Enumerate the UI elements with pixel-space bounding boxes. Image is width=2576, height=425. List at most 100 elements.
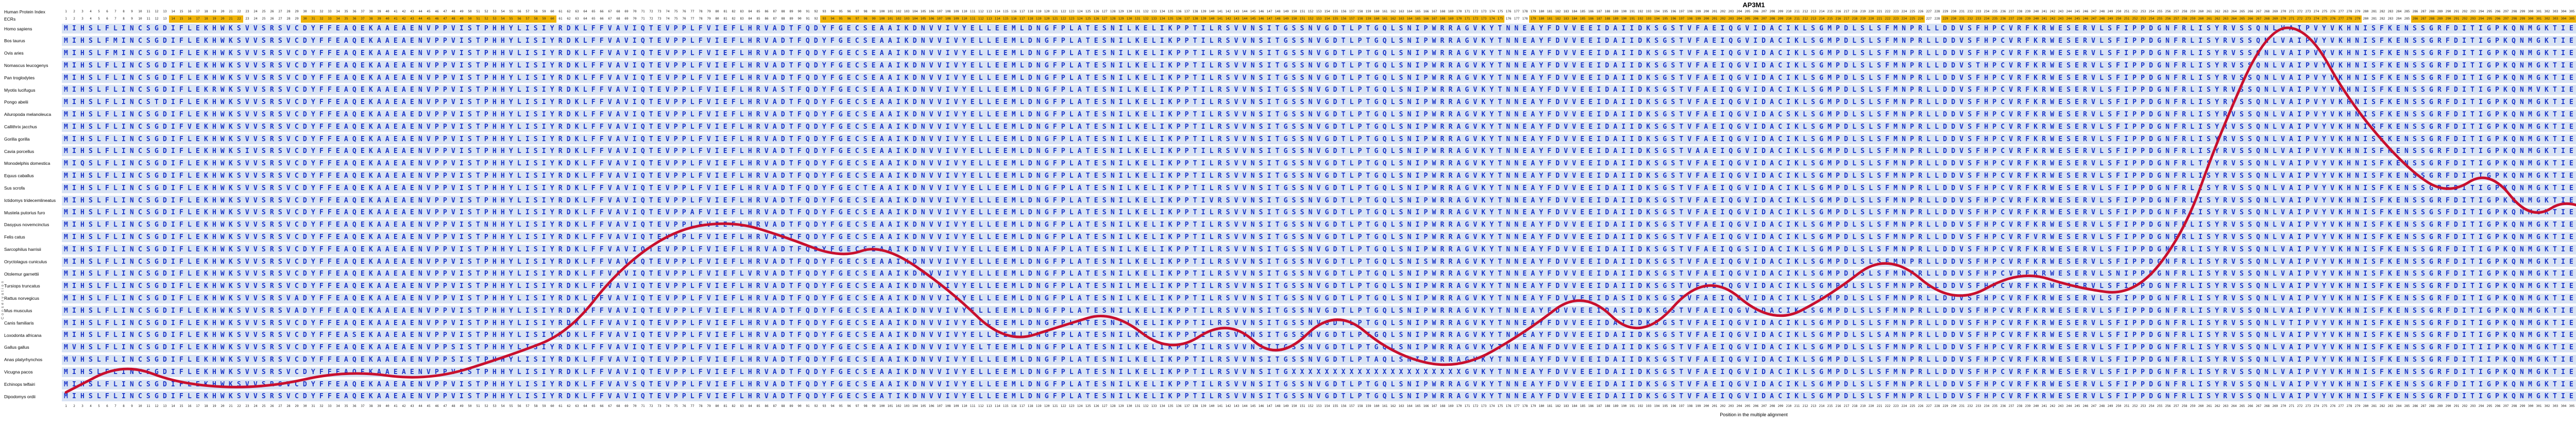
ruler-cell: 182 (1555, 10, 1561, 13)
ruler-cell: 45 (427, 404, 431, 408)
ecr-block: 182 (1554, 15, 1562, 23)
ecr-block: 249 (2106, 15, 2114, 23)
ecr-block: 250 (2114, 15, 2123, 23)
ruler-cell: 31 (311, 10, 315, 13)
ruler-cell: 90 (798, 17, 802, 21)
ruler-cell: 175 (1497, 404, 1503, 408)
ruler-cell: 151 (1299, 10, 1306, 13)
species-label: Equus caballus (4, 173, 34, 179)
ruler-cell: 67 (608, 404, 612, 408)
ecr-block: 265 (2238, 15, 2246, 23)
species-label: Pongo abelii (4, 99, 28, 105)
ecr-block: 294 (2477, 15, 2485, 23)
ruler-cell: 63 (575, 404, 579, 408)
ruler-cell: 244 (2066, 404, 2072, 408)
alignment-grid: Human Protein Index 1 2 3 4 5 6 7 8 9 10 11 12 13 14 15… (0, 8, 2576, 410)
ruler-cell: 273 (2305, 404, 2311, 408)
ruler-cell: 132 (1143, 10, 1149, 13)
ruler-cell: 73 (657, 10, 662, 13)
ruler-cell: 160 (1374, 404, 1380, 408)
sequence-row: MIHSLFLINCSGDIFLEKHWKSVVSRSVCDYFFEAQEKAA… (62, 183, 2576, 193)
species-label: Mus musculus (4, 308, 32, 313)
ruler-cell: 21 (229, 10, 233, 13)
ruler-cell: 78 (699, 10, 703, 13)
ruler-cell: 149 (1283, 404, 1289, 408)
ecr-block: 212 (1801, 15, 1809, 23)
ruler-cell: 60 (550, 10, 554, 13)
ruler-cell: 74 (666, 17, 670, 21)
ruler-cell: 25 (262, 17, 266, 21)
ruler-cell: 23 (245, 10, 249, 13)
alignment-row: Dipodomys ordii MIHSLFLINCSGDIFLEKHWKSVVS… (0, 390, 2576, 403)
species-label: Bos taurus (4, 38, 25, 44)
ruler-cell: 257 (2173, 10, 2179, 13)
ruler-cell: 169 (1448, 404, 1454, 408)
ruler-cell: 282 (2379, 10, 2385, 13)
ruler-cell: 110 (961, 404, 968, 408)
human-protein-index-ruler: 1 2 3 4 5 6 7 8 9 10 11 12 13 14 15 16 17 18 19 20 21 22 23 24 2… (62, 8, 2576, 15)
ecr-block: 202 (1719, 15, 1727, 23)
ruler-cell: 148 (1275, 404, 1281, 408)
ruler-cell: 44 (418, 10, 422, 13)
ecr-block: 108 (944, 15, 952, 23)
ruler-cell: 138 (1192, 404, 1198, 408)
ecr-block: 15 (177, 15, 185, 23)
ecr-block: 175 (1496, 15, 1504, 23)
ruler-cell: 75 (674, 404, 678, 408)
ruler-cell: 125 (1085, 10, 1091, 13)
ruler-cell: 231 (1959, 404, 1965, 408)
ecr-block: 226 (1917, 15, 1925, 23)
ruler-cell: 259 (2190, 404, 2196, 408)
ecr-block: 191 (1628, 15, 1636, 23)
ruler-cell: 192 (1637, 10, 1643, 13)
ruler-cell: 226 (1918, 404, 1924, 408)
ruler-cell: 241 (2041, 10, 2047, 13)
ruler-cell: 13 (163, 17, 167, 21)
species-label: Anas platyrhynchos (4, 357, 43, 363)
ecr-block: 144 (1241, 15, 1249, 23)
ruler-cell: 282 (2379, 17, 2385, 21)
ruler-cell: 28 (286, 404, 291, 408)
species-label: Ailuropoda melanoleuca (4, 112, 52, 117)
ruler-cell: 221 (1876, 404, 1883, 408)
ruler-cell: 96 (847, 10, 851, 13)
ruler-cell: 46 (435, 404, 439, 408)
ruler-cell: 82 (732, 10, 736, 13)
ruler-cell: 226 (1918, 10, 1924, 13)
ruler-cell: 7 (114, 10, 116, 13)
ruler-cell: 199 (1695, 404, 1701, 408)
ruler-cell: 168 (1439, 10, 1446, 13)
ruler-cell: 14 (171, 404, 175, 408)
ruler-cell: 218 (1852, 10, 1858, 13)
ruler-cell: 54 (501, 404, 505, 408)
ruler-cell: 57 (526, 404, 530, 408)
ruler-cell: 266 (2247, 10, 2253, 13)
ruler-cell: 250 (2115, 404, 2122, 408)
ruler-cell: 20 (221, 10, 225, 13)
ruler-cell: 29 (295, 10, 299, 13)
ruler-cell: 148 (1275, 10, 1281, 13)
ruler-cell: 135 (1167, 10, 1174, 13)
ruler-cell: 1 (65, 404, 67, 408)
ruler-cell: 249 (2107, 10, 2113, 13)
ruler-cell: 244 (2066, 10, 2072, 13)
ruler-cell: 62 (567, 10, 571, 13)
ruler-cell: 92 (814, 17, 818, 21)
ruler-cell: 248 (2099, 404, 2105, 408)
ruler-cell: 22 (237, 10, 241, 13)
ruler-cell: 301 (2536, 404, 2542, 408)
species-label: Loxodonta africana (4, 332, 42, 338)
ecr-block: 96 (845, 15, 853, 23)
species-label: Otolemur garnettii (4, 271, 39, 277)
sequence-row: MIHSLFLINCSGDIFLEKHWKSVVSRSVCDYFFEAQEKAA… (62, 109, 2576, 120)
ruler-cell: 81 (723, 17, 727, 21)
ecr-block: 198 (1686, 15, 1694, 23)
ecr-block: 120 (1043, 15, 1051, 23)
ruler-cell: 234 (1984, 404, 1990, 408)
ruler-cell: 14 (171, 10, 175, 13)
ecr-block: 150 (1290, 15, 1298, 23)
ecr-block: 161 (1381, 15, 1389, 23)
ecr-block: 302 (2543, 15, 2551, 23)
ecr-block: 203 (1727, 15, 1735, 23)
ruler-cell: 26 (270, 17, 274, 21)
